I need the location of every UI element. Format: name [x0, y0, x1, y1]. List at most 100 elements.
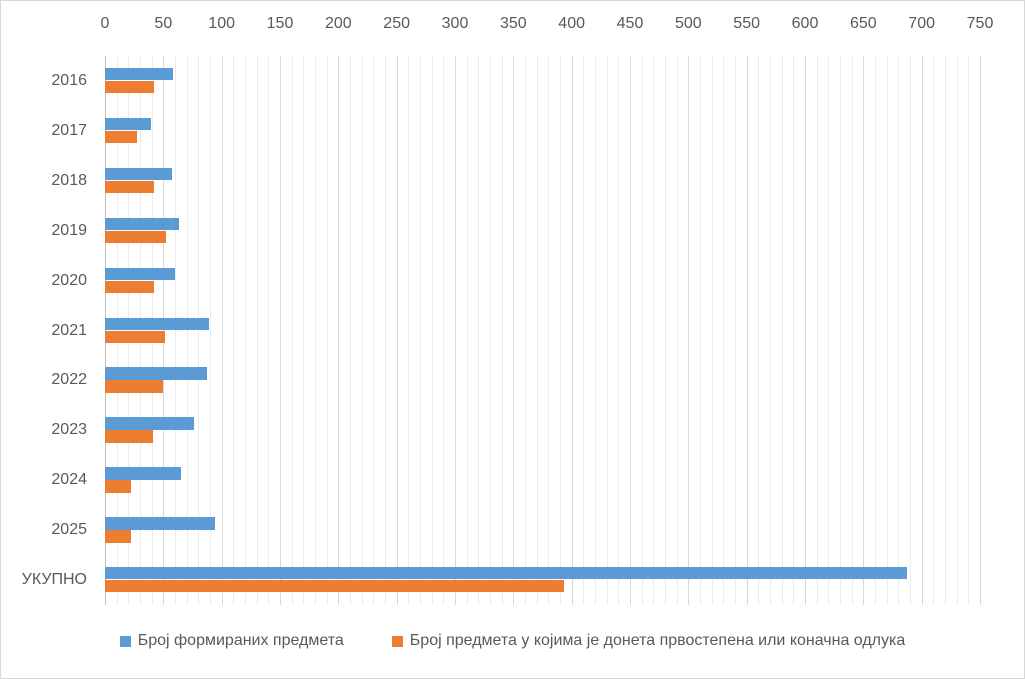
bar-series-2-2023 [105, 430, 153, 443]
gridline [385, 56, 386, 605]
bar-series-1-2023 [105, 417, 194, 430]
gridline [676, 56, 678, 605]
gridline [455, 56, 456, 605]
gridline [583, 56, 585, 605]
gridline [723, 56, 725, 605]
y-category-label: 2018 [51, 171, 87, 189]
gridline [840, 56, 841, 605]
gridline [805, 56, 806, 605]
gridline [443, 56, 445, 605]
gridline [420, 56, 421, 605]
gridline [233, 56, 235, 605]
gridline [921, 56, 923, 605]
gridline [945, 56, 946, 605]
gridline [886, 56, 888, 605]
legend-item-1: Број формираних предмета [119, 632, 344, 650]
gridline [478, 56, 480, 605]
bar-series-1-2018 [105, 167, 172, 181]
gridline [245, 56, 246, 605]
gridline [280, 56, 281, 605]
gridline [315, 56, 316, 605]
x-tick-label: 400 [558, 15, 586, 32]
x-tick-label: 100 [208, 15, 236, 32]
gridline [501, 56, 503, 605]
legend-swatch-icon [391, 635, 403, 647]
gridline [898, 56, 900, 605]
gridline [268, 56, 270, 605]
x-tick-label: 150 [266, 15, 294, 32]
gridline [571, 56, 573, 605]
bar-series-1-2021 [105, 317, 209, 330]
gridline [933, 56, 935, 605]
gridline [828, 56, 830, 605]
x-tick-label: 350 [499, 15, 527, 32]
x-tick-label: 600 [791, 15, 819, 32]
bar-series-2-2016 [105, 80, 154, 94]
x-tick-label: 250 [383, 15, 411, 32]
gridline [490, 56, 491, 605]
y-category-label: 2023 [51, 421, 87, 439]
gridline [373, 56, 375, 605]
gridline [793, 56, 795, 605]
gridline [606, 56, 608, 605]
bar-series-2-2021 [105, 330, 165, 343]
gridline [256, 56, 258, 605]
legend: Број формираних предмета Број предмета у … [1, 632, 1024, 650]
gridline [361, 56, 363, 605]
gridline [653, 56, 655, 605]
gridline [513, 56, 515, 605]
gridline [700, 56, 701, 605]
bar-series-1-2020 [105, 267, 175, 280]
y-category-label: 2016 [51, 71, 87, 89]
x-tick-label: 200 [324, 15, 352, 32]
gridline [618, 56, 620, 605]
x-tick-label: 0 [100, 15, 110, 32]
gridline [326, 56, 328, 605]
bar-series-2-2018 [105, 180, 154, 194]
bar-series-1-2022 [105, 367, 207, 380]
gridline [303, 56, 305, 605]
bar-series-2-2022 [105, 380, 164, 393]
gridline [525, 56, 526, 605]
gridline [338, 56, 340, 605]
y-category-label: 2020 [51, 271, 87, 289]
bar-series-1-2024 [105, 467, 181, 480]
gridline [746, 56, 748, 605]
legend-label: Број формираних предмета [137, 632, 344, 649]
bar-series-1-2017 [105, 117, 151, 131]
gridline [863, 56, 865, 605]
x-tick-label: 700 [908, 15, 936, 32]
bar-series-2-2019 [105, 230, 166, 244]
y-category-label: 2021 [51, 321, 87, 339]
y-category-label: 2017 [51, 121, 87, 139]
y-category-label: 2019 [51, 221, 87, 239]
gridline [221, 56, 223, 605]
legend-label: Број предмета у којима је донета првосте… [409, 632, 906, 649]
gridline [781, 56, 783, 605]
gridline [630, 56, 631, 605]
bar-series-2-УКУПНО [105, 580, 564, 593]
gridline [735, 56, 736, 605]
gridline [210, 56, 211, 605]
gridline [665, 56, 666, 605]
x-tick-label: 650 [849, 15, 877, 32]
gridline [875, 56, 876, 605]
gridline [560, 56, 561, 605]
gridline [548, 56, 550, 605]
gridline [688, 56, 690, 605]
gridline [396, 56, 398, 605]
bar-series-1-2016 [105, 67, 173, 81]
gridline [595, 56, 596, 605]
gridline [291, 56, 293, 605]
gridline [968, 56, 970, 605]
bar-series-2-2024 [105, 480, 131, 493]
gridline [186, 56, 188, 605]
gridline [910, 56, 911, 605]
y-category-label: 2022 [51, 371, 87, 389]
x-tick-label: 300 [441, 15, 469, 32]
y-category-label: УКУПНО [21, 571, 87, 589]
plot-area [105, 56, 981, 605]
gridline [536, 56, 538, 605]
y-category-label: 2024 [51, 471, 87, 489]
